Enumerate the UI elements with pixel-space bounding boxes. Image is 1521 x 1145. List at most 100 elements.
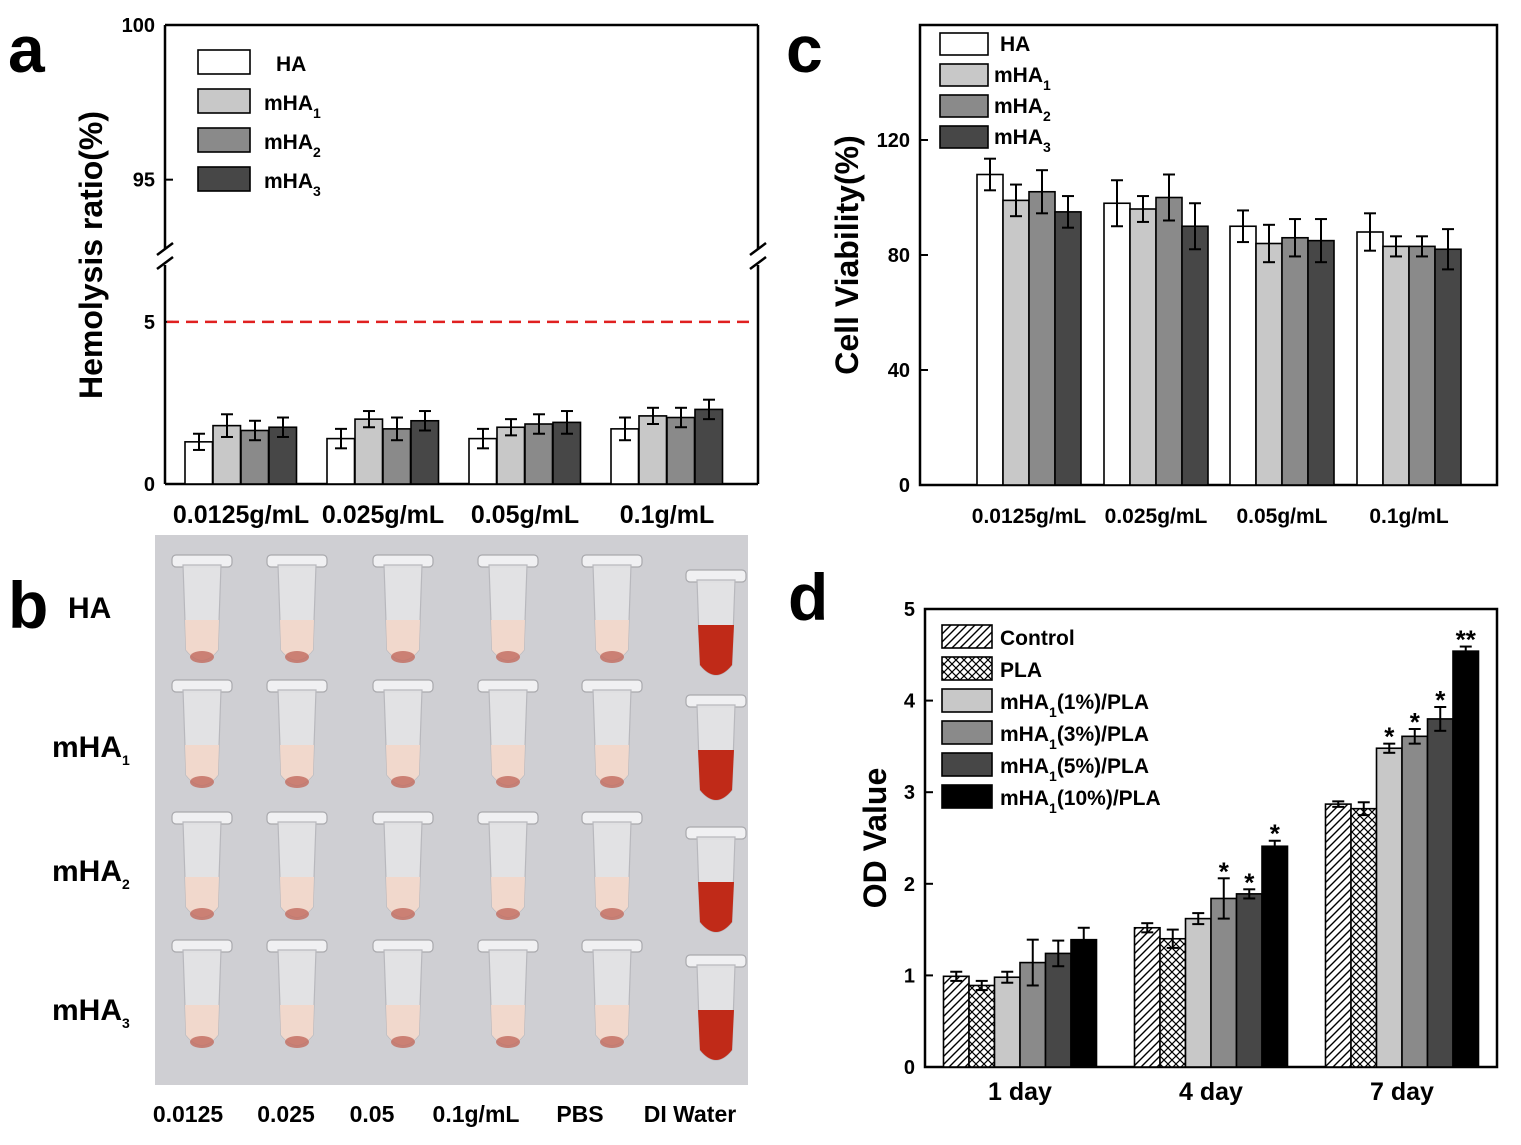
y-tick-label: 120 [877, 130, 910, 152]
sample-tube [171, 554, 233, 663]
x-category-label: 0.05g/mL [471, 501, 579, 529]
hemolysis-chart: Hemolysis ratio(%) 0 5 95 100 0.0125g/mL 0.02… [73, 15, 767, 529]
bar [1382, 245, 1410, 486]
y-tick-label: 0 [904, 1057, 915, 1079]
axis-break-mark [156, 256, 174, 270]
bar [1159, 937, 1187, 1068]
bar [942, 975, 970, 1068]
y-tick-label: 40 [888, 360, 910, 382]
sample-tube [372, 939, 434, 1048]
legend-swatch [941, 752, 993, 777]
bar [1452, 650, 1480, 1068]
legend-swatch [941, 656, 993, 681]
sediment-liquid [491, 745, 525, 785]
sample-tube [477, 939, 539, 1048]
sediment-liquid [185, 877, 219, 917]
x-category-label: 7 day [1370, 1078, 1434, 1106]
significance-marker: ** [1456, 625, 1477, 655]
red-cell-pellet [496, 776, 520, 788]
red-cell-pellet [391, 908, 415, 920]
bar [1235, 893, 1263, 1068]
sediment-liquid [185, 1005, 219, 1045]
bar [1307, 239, 1335, 486]
x-category-label: 0.1g/mL [1369, 505, 1449, 528]
bar [1261, 845, 1289, 1068]
bar [354, 418, 384, 485]
bar [1281, 236, 1309, 486]
sample-tube [685, 826, 747, 933]
sediment-liquid [386, 1005, 420, 1045]
bar [1426, 718, 1454, 1068]
legend-label: mHA1(10%)/PLA [1000, 787, 1161, 816]
sediment-liquid [185, 620, 219, 660]
hemolysis-y-axis-label: Hemolysis ratio(%) [73, 111, 109, 399]
significance-marker: * [1219, 856, 1230, 886]
y-tick-label: 1 [904, 965, 915, 987]
y-tick-label: 95 [133, 170, 155, 192]
y-tick-label: 5 [144, 312, 155, 334]
y-tick-label: 0 [144, 474, 155, 496]
sample-tube [581, 554, 643, 663]
sample-tube [477, 554, 539, 663]
sample-tube [171, 679, 233, 788]
legend-label: HA [1000, 33, 1030, 56]
red-cell-pellet [496, 1036, 520, 1048]
viability-y-axis-label: Cell Viability(%) [829, 135, 865, 374]
y-tick-label: 5 [904, 599, 915, 621]
legend-label: mHA1(3%)/PLA [1000, 723, 1149, 752]
bar [1408, 245, 1436, 486]
sediment-liquid [185, 745, 219, 785]
bar [1002, 199, 1030, 486]
significance-marker: * [1435, 685, 1446, 715]
blood-liquid [698, 625, 734, 675]
x-category-label: 0.05g/mL [1236, 505, 1327, 528]
panel-letter-d: d [788, 560, 828, 634]
column-label: 0.0125 [153, 1101, 224, 1127]
y-tick-label: 100 [122, 15, 155, 37]
axis-break-mark [749, 256, 767, 270]
bar [1255, 242, 1283, 486]
legend-label: mHA2 [994, 95, 1051, 124]
row-label: HA [68, 592, 111, 625]
sample-tube [685, 694, 747, 801]
sample-tube [171, 811, 233, 920]
red-cell-pellet [285, 1036, 309, 1048]
red-cell-pellet [496, 908, 520, 920]
red-cell-pellet [600, 908, 624, 920]
y-tick-label: 0 [899, 475, 910, 497]
bar [1434, 248, 1462, 486]
legend-swatch [939, 94, 989, 118]
bar [1375, 747, 1403, 1068]
blood-liquid [698, 1010, 734, 1060]
legend-label: HA [276, 53, 306, 76]
bar [968, 984, 996, 1068]
red-cell-pellet [600, 1036, 624, 1048]
red-cell-pellet [391, 1036, 415, 1048]
sample-tube [266, 679, 328, 788]
x-category-label: 0.1g/mL [620, 501, 714, 529]
sample-tube [372, 679, 434, 788]
legend-label: PLA [1000, 659, 1042, 682]
legend-label: Control [1000, 627, 1075, 650]
red-cell-pellet [600, 776, 624, 788]
sediment-liquid [386, 745, 420, 785]
row-label: mHA3 [52, 994, 130, 1031]
legend-label: mHA1(1%)/PLA [1000, 691, 1149, 720]
sample-tube [581, 811, 643, 920]
row-label: mHA1 [52, 731, 130, 768]
x-category-label: 0.025g/mL [322, 501, 444, 529]
x-category-label: 0.025g/mL [1105, 505, 1208, 528]
y-tick-label: 4 [904, 691, 916, 713]
legend-swatch [941, 688, 993, 713]
legend-swatch [941, 720, 993, 745]
sediment-liquid [280, 1005, 314, 1045]
legend-label: mHA1(5%)/PLA [1000, 755, 1149, 784]
bar [1210, 897, 1238, 1068]
hemolysis-photo: HA mHA1 mHA2 mHA3 0.0125 0.025 0.05 0.1g/mL PBS D… [52, 535, 748, 1127]
red-cell-pellet [190, 908, 214, 920]
od-y-axis-label: OD Value [857, 768, 893, 909]
red-cell-pellet [285, 908, 309, 920]
sediment-liquid [595, 620, 629, 660]
bar [694, 408, 724, 485]
